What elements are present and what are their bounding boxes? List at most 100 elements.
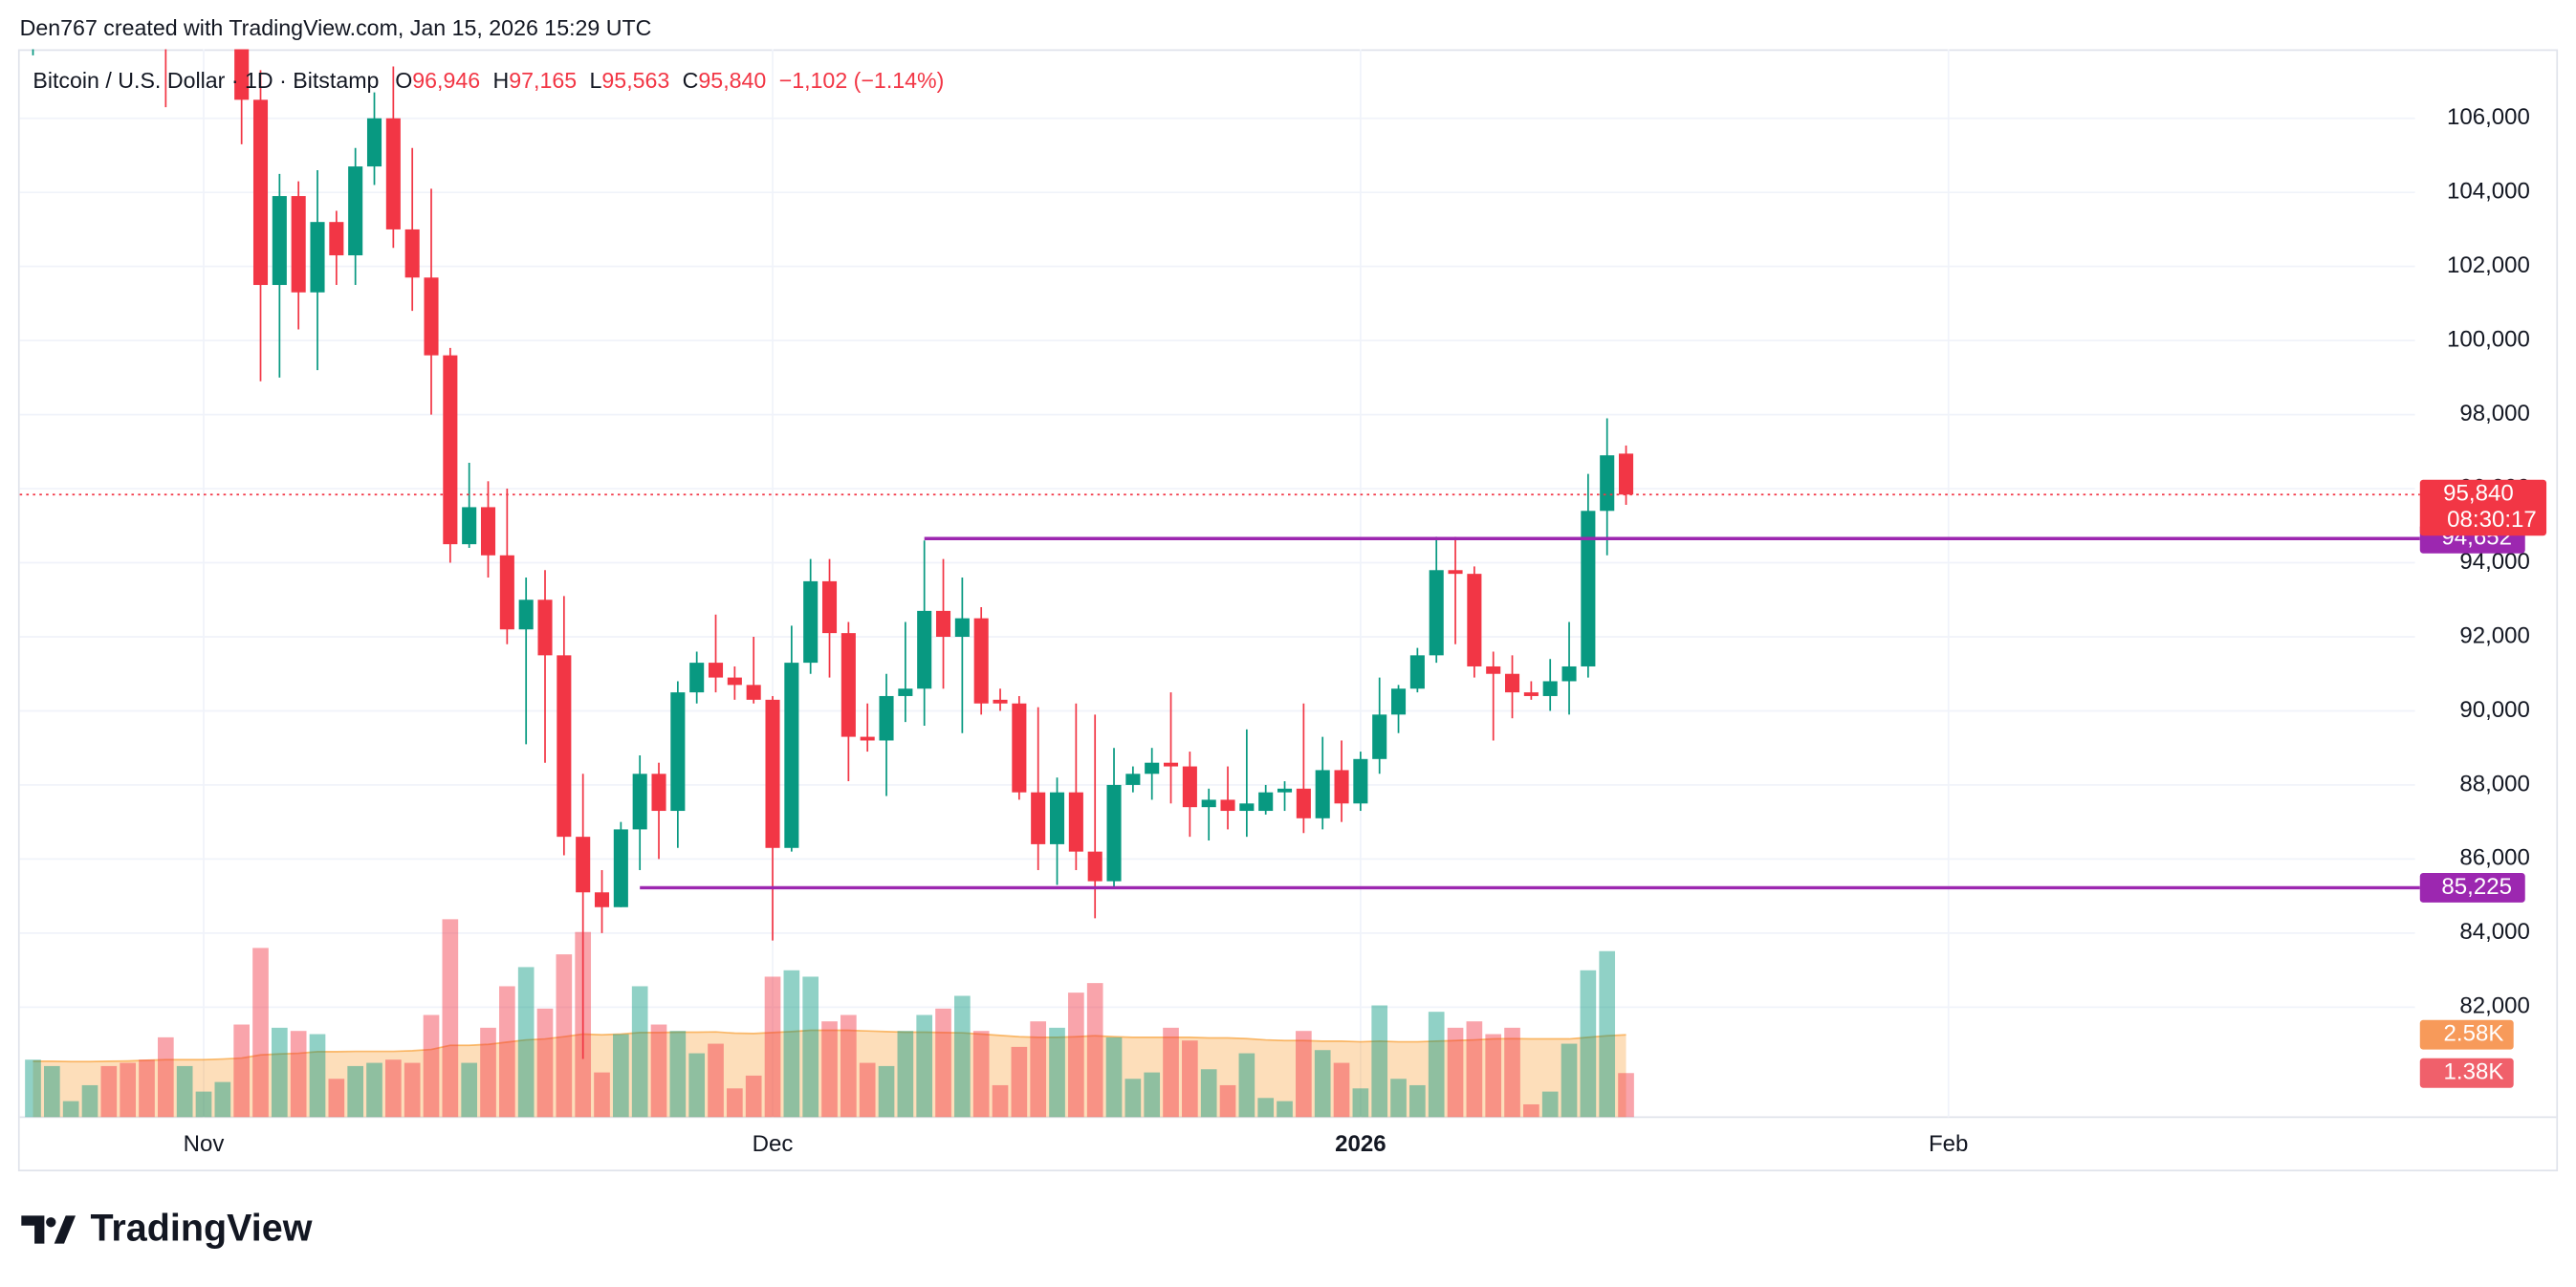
candle-body	[917, 610, 932, 689]
candle-body	[1012, 703, 1027, 793]
candle-body	[594, 892, 610, 907]
volume-bar	[536, 1008, 554, 1118]
volume-bar	[366, 1062, 382, 1118]
volume-bar	[1541, 1091, 1559, 1118]
grid	[19, 49, 2415, 1118]
candle-body	[1277, 788, 1293, 793]
candle-body	[765, 699, 780, 848]
volume-bar	[954, 995, 971, 1118]
candle-body	[1031, 792, 1046, 844]
y-tick-label: 102,000	[2447, 252, 2530, 278]
legend-c: 95,840	[698, 68, 766, 93]
candle-body	[480, 507, 496, 556]
logo-text: TradingView	[90, 1207, 312, 1249]
header: Den767 created with TradingView.com, Jan…	[20, 15, 652, 40]
volume-bar	[897, 1031, 914, 1118]
volume-bar	[1523, 1103, 1539, 1118]
volume-bar	[1409, 1084, 1426, 1118]
volume-bar	[972, 1031, 990, 1118]
y-tick-label: 82,000	[2459, 993, 2530, 1019]
frame	[17, 49, 2559, 1172]
y-tick-label: 86,000	[2459, 845, 2530, 871]
candle-body	[291, 196, 306, 293]
volume-bar	[272, 1027, 288, 1118]
logo-dot	[46, 1217, 56, 1228]
candle-body	[1467, 574, 1482, 666]
candle-body	[1220, 799, 1235, 812]
candle-body	[613, 829, 628, 907]
volume-bar	[404, 1062, 421, 1118]
candle-body	[1372, 714, 1387, 759]
candle-body	[499, 555, 514, 630]
volume-bar	[461, 1062, 478, 1118]
candle-body	[954, 618, 970, 637]
level-label: 85,225	[2441, 874, 2512, 900]
volume-bar	[1296, 1031, 1312, 1118]
candles	[32, 49, 1634, 1059]
volume-bar	[1447, 1027, 1464, 1118]
volume-bar	[1277, 1101, 1293, 1118]
candle-body	[1182, 766, 1197, 808]
volume-bar	[195, 1091, 212, 1118]
volume-bar	[385, 1059, 402, 1118]
countdown: 08:30:17	[2447, 507, 2537, 533]
volume-bar	[859, 1062, 876, 1118]
candle-body	[651, 774, 666, 812]
volume-bar	[139, 1059, 155, 1118]
volume-bar	[1163, 1027, 1179, 1118]
volume-bar	[25, 1059, 41, 1118]
volume-bar	[1068, 993, 1084, 1118]
volume-pane	[25, 919, 1634, 1118]
y-tick-label: 90,000	[2459, 697, 2530, 723]
volume-ma-label-bg	[2419, 1019, 2514, 1050]
y-tick-label: 100,000	[2447, 326, 2530, 352]
volume-bar	[1333, 1062, 1350, 1118]
candle-body	[1429, 570, 1444, 656]
candle-body	[424, 277, 439, 356]
y-tick-label: 106,000	[2447, 104, 2530, 130]
candle-body	[840, 633, 856, 737]
candle-body	[1448, 570, 1463, 575]
candle-body	[1201, 799, 1216, 808]
volume-bar	[650, 1024, 667, 1118]
candle-body	[993, 699, 1008, 704]
volume-last-label-bg	[2419, 1058, 2514, 1088]
candle-body	[1106, 784, 1122, 882]
level-label-bg	[2419, 872, 2525, 903]
legend-o-label: O	[395, 68, 412, 93]
candle-body	[935, 610, 951, 637]
volume-bar	[878, 1065, 895, 1118]
volume-bar	[100, 1065, 118, 1118]
y-tick-label: 98,000	[2459, 401, 2530, 426]
volume-bar	[1580, 970, 1597, 1118]
volume-bar	[309, 1034, 326, 1118]
volume-bar	[1371, 1005, 1388, 1118]
legend-c-label: C	[683, 68, 699, 93]
legend-change: −1,102 (−1.14%)	[779, 68, 945, 93]
volume-bar	[176, 1065, 193, 1118]
candle-body	[821, 580, 838, 634]
candle-body	[1163, 762, 1179, 767]
legend-symbol: Bitcoin / U.S. Dollar · 1D · Bitstamp	[33, 68, 379, 93]
candle-body	[1390, 688, 1407, 715]
x-tick-label: Dec	[753, 1131, 794, 1157]
candle-body	[518, 600, 534, 630]
last-price-bg	[2419, 479, 2547, 536]
volume-bar	[840, 1014, 857, 1118]
volume-bar	[1504, 1027, 1520, 1118]
candle-body	[272, 196, 287, 286]
candle-body	[1542, 681, 1558, 696]
candle-body	[329, 222, 344, 256]
legend-h-label: H	[493, 68, 510, 93]
volume-bar	[1485, 1034, 1502, 1118]
candle-body	[462, 507, 477, 545]
candle-body	[727, 677, 742, 686]
candle-body	[1486, 665, 1501, 674]
volume-bar	[1390, 1079, 1407, 1118]
volume-bar	[499, 986, 515, 1118]
volume-bar	[44, 1065, 60, 1118]
candle-body	[784, 663, 799, 848]
